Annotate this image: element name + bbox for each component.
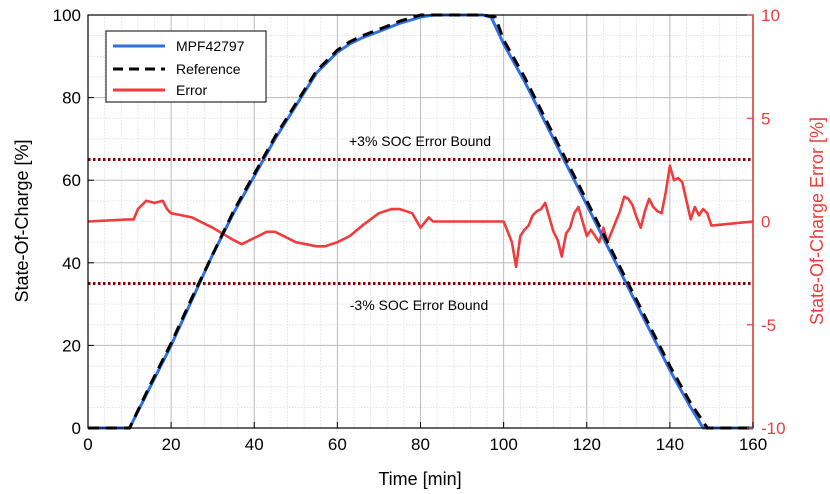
x-tick-label: 120 xyxy=(573,435,601,454)
y2-tick-label: 5 xyxy=(761,109,770,128)
x-tick-label: 80 xyxy=(411,435,430,454)
y2-tick-label: -10 xyxy=(761,419,786,438)
y-axis-right-label: State-Of-Charge Error [%] xyxy=(807,117,827,325)
y-axis-right-ticks: -10 -5 0 5 10 xyxy=(747,6,786,438)
legend-label-reference: Reference xyxy=(176,61,241,77)
x-tick-label: 0 xyxy=(83,435,92,454)
legend-label-error: Error xyxy=(176,82,207,98)
x-tick-label: 140 xyxy=(656,435,684,454)
x-tick-label: 40 xyxy=(245,435,264,454)
y-tick-label: 100 xyxy=(53,6,81,25)
y-tick-label: 0 xyxy=(72,419,81,438)
lower-bound-label: -3% SOC Error Bound xyxy=(350,297,489,313)
y2-tick-label: -5 xyxy=(761,316,776,335)
y-axis-left-label: State-Of-Charge [%] xyxy=(12,139,32,302)
y2-tick-label: 10 xyxy=(761,6,780,25)
x-axis-label: Time [min] xyxy=(378,469,461,489)
y-tick-label: 60 xyxy=(62,171,81,190)
y-tick-label: 80 xyxy=(62,89,81,108)
y-tick-label: 40 xyxy=(62,254,81,273)
legend-label-mpf: MPF42797 xyxy=(176,38,245,54)
x-tick-label: 20 xyxy=(162,435,181,454)
legend: MPF42797 Reference Error xyxy=(105,30,267,103)
x-tick-label: 160 xyxy=(739,435,767,454)
major-grid xyxy=(88,15,753,428)
x-tick-label: 100 xyxy=(489,435,517,454)
y2-tick-label: 0 xyxy=(761,213,770,232)
upper-bound-label: +3% SOC Error Bound xyxy=(349,133,491,149)
series-line-error xyxy=(87,164,754,269)
y-axis-left-ticks: 0 20 40 60 80 100 xyxy=(53,6,94,438)
x-axis-ticks: 0 20 40 60 80 100 120 140 160 xyxy=(83,422,767,454)
x-tick-label: 60 xyxy=(328,435,347,454)
y-tick-label: 20 xyxy=(62,336,81,355)
